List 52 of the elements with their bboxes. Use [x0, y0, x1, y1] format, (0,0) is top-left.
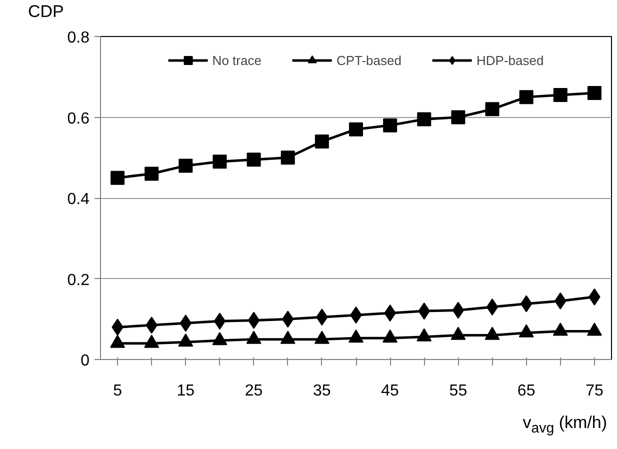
x-axis-title: v$_{avg}$ (km/h)	[522, 412, 607, 438]
legend-label: CPT-based	[336, 52, 402, 68]
point	[518, 324, 534, 338]
y-tick-label: 0.8	[67, 30, 90, 46]
point	[178, 334, 194, 347]
y-tick-label: 0	[80, 352, 90, 370]
point	[178, 158, 193, 173]
x-tick-label: 15	[176, 382, 195, 400]
point	[484, 326, 500, 340]
point	[246, 330, 262, 344]
x-tick-label: 35	[313, 382, 331, 400]
x-tick-label: 25	[244, 382, 263, 400]
point	[348, 330, 364, 343]
point	[416, 328, 432, 342]
legend-label: HDP-based	[476, 52, 544, 68]
point	[452, 302, 464, 319]
x-tick-label: 65	[517, 382, 536, 400]
point	[486, 298, 498, 316]
point	[519, 90, 534, 104]
point	[485, 102, 500, 116]
point	[417, 112, 432, 126]
x-tick-label: 55	[449, 382, 468, 400]
point	[144, 334, 160, 348]
y-tick-label: 0.6	[67, 110, 90, 128]
point	[552, 322, 568, 336]
y-tick-label: 0.2	[67, 272, 90, 289]
x-tick-label: 45	[381, 382, 400, 400]
point	[553, 88, 568, 102]
point	[110, 170, 125, 185]
point	[144, 166, 159, 181]
point	[314, 330, 330, 344]
point	[212, 154, 227, 169]
y-axis-title: CDP	[28, 1, 64, 23]
point	[314, 134, 329, 148]
point	[248, 312, 260, 329]
point	[110, 334, 126, 348]
point	[450, 326, 466, 340]
x-tick-label: 75	[586, 382, 604, 400]
point	[280, 150, 295, 165]
point	[214, 312, 226, 330]
point	[451, 110, 466, 124]
point	[587, 86, 602, 100]
y-tick-label: 0.4	[67, 191, 90, 208]
point	[383, 118, 398, 132]
legend-label: No trace	[212, 52, 262, 68]
point	[246, 152, 261, 167]
point	[382, 330, 398, 343]
point	[280, 330, 296, 344]
x-tick-label: 5	[113, 382, 122, 400]
point	[349, 122, 363, 136]
point	[586, 322, 602, 336]
point	[212, 332, 228, 346]
